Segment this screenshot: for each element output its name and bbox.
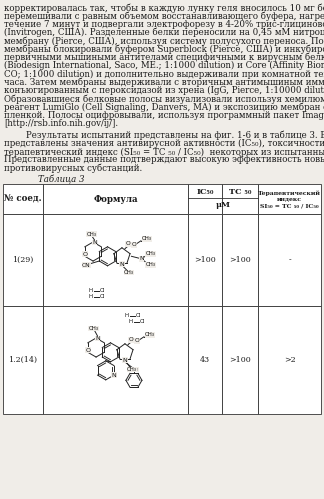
Text: CH₃: CH₃ xyxy=(145,262,156,267)
Text: (Biodesign International, Saco, ME.; 1:1000 dilution) и Core (Affinity Bioreagen: (Biodesign International, Saco, ME.; 1:1… xyxy=(4,61,324,70)
Text: Таблица 3: Таблица 3 xyxy=(38,175,85,184)
Text: течение 7 минут и подвергали электрофорезу в 4-20% трис-глициновом буфере: течение 7 минут и подвергали электрофоре… xyxy=(4,19,324,29)
Text: пленкой. Полосы оцифровывали, используя программный пакет ImageJ: пленкой. Полосы оцифровывали, используя … xyxy=(4,111,324,120)
Text: противовирусных субстанций.: противовирусных субстанций. xyxy=(4,164,142,173)
Text: корректировалась так, чтобы в каждую лунку геля вносилось 10 мг белка. Образцы: корректировалась так, чтобы в каждую лун… xyxy=(4,3,324,12)
Text: мембраны блокировали буфером Superblock (Pierce, США) и инкубировали с: мембраны блокировали буфером Superblock … xyxy=(4,44,324,54)
Bar xyxy=(188,184,222,214)
Text: Представленные данные подтверждают высокую эффективность новых: Представленные данные подтверждают высок… xyxy=(4,155,324,164)
Text: CH₃: CH₃ xyxy=(124,270,134,275)
Text: представлены значения антивирусной активности (IC₅₀), токсичности (TC₅₀) и: представлены значения антивирусной актив… xyxy=(4,139,324,148)
Text: >2: >2 xyxy=(284,356,295,364)
Bar xyxy=(3,214,43,306)
Text: часа. Затем мембраны выдерживали с вторичным антимышиным иммуноглобулином Г,: часа. Затем мембраны выдерживали с втори… xyxy=(4,78,324,87)
Text: Cl: Cl xyxy=(140,319,145,324)
Text: Терапевтический
индекс
SI₅₀ = TC ₅₀ / IC₅₀: Терапевтический индекс SI₅₀ = TC ₅₀ / IC… xyxy=(258,190,321,208)
Text: N: N xyxy=(139,256,144,261)
Text: >100: >100 xyxy=(194,256,216,264)
Text: N: N xyxy=(92,240,97,245)
Bar xyxy=(222,184,258,214)
Text: N: N xyxy=(95,336,100,341)
Text: H: H xyxy=(88,288,92,293)
Text: терапевтический индекс (SI₅₀ = TC ₅₀ / IC₅₀)  некоторых из испытанных субстанций: терапевтический индекс (SI₅₀ = TC ₅₀ / I… xyxy=(4,147,324,157)
Bar xyxy=(258,214,321,306)
Bar xyxy=(188,214,222,306)
Text: -: - xyxy=(288,256,291,264)
Text: N: N xyxy=(120,262,124,267)
Text: Cl: Cl xyxy=(99,294,105,299)
Bar xyxy=(222,306,258,414)
Bar xyxy=(258,306,321,414)
Text: H: H xyxy=(88,294,92,299)
Text: CH₃: CH₃ xyxy=(142,237,152,242)
Text: первичными мышиными антителами специфичными к вирусным белкам NS5A: первичными мышиными антителами специфичн… xyxy=(4,53,324,62)
Text: 43: 43 xyxy=(200,356,210,364)
Text: μM: μM xyxy=(215,201,230,209)
Text: CH₃: CH₃ xyxy=(87,232,97,237)
Bar xyxy=(3,184,43,214)
Text: O: O xyxy=(126,242,130,247)
Text: O: O xyxy=(132,243,136,248)
Text: CH₃: CH₃ xyxy=(127,367,137,372)
Text: [http://rsb.info.nih.gov/ij/].: [http://rsb.info.nih.gov/ij/]. xyxy=(4,119,118,128)
Bar xyxy=(3,306,43,414)
Text: O: O xyxy=(86,347,90,353)
Text: >100: >100 xyxy=(229,356,251,364)
Text: >100: >100 xyxy=(229,256,251,264)
Text: CO; 1:1000 dilution) и дополнительно выдерживали при комнатной температуре в теч: CO; 1:1000 dilution) и дополнительно выд… xyxy=(4,69,324,78)
Text: конъюгированным с пероксидазой из хрена (IgG, Pierce, 1:10000 dilution).: конъюгированным с пероксидазой из хрена … xyxy=(4,86,324,95)
Text: CH₃: CH₃ xyxy=(145,251,156,256)
Text: перемешивали с равным объемом восстанавливающего буфера, нагревали при 95°С в: перемешивали с равным объемом восстанавл… xyxy=(4,11,324,21)
Text: IC₅₀: IC₅₀ xyxy=(196,188,214,196)
Text: O: O xyxy=(129,337,133,342)
Text: CH₃: CH₃ xyxy=(88,326,98,331)
Text: CH₃: CH₃ xyxy=(145,332,155,337)
Text: Формула: Формула xyxy=(93,195,138,204)
Text: O: O xyxy=(134,338,139,343)
Text: реагент LumiGlo (Cell Signaling, Danvers, MA) и экспозицию мембран с рентгеновск: реагент LumiGlo (Cell Signaling, Danvers… xyxy=(4,103,324,112)
Text: O: O xyxy=(83,251,87,256)
Text: TC ₅₀: TC ₅₀ xyxy=(229,188,251,196)
Bar xyxy=(222,214,258,306)
Text: Cl: Cl xyxy=(136,313,141,318)
Bar xyxy=(43,214,188,306)
Text: Cl: Cl xyxy=(99,288,105,293)
Text: N: N xyxy=(122,358,127,363)
Text: (Invitrogen, США). Разделенные белки переносили на 0,45 мМ нитроцеллюлозную: (Invitrogen, США). Разделенные белки пер… xyxy=(4,28,324,37)
Text: H: H xyxy=(129,319,133,324)
Text: мембрану (Pierce, США), используя систему полусухого переноса. После переноса,: мембрану (Pierce, США), используя систем… xyxy=(4,36,324,46)
Text: № соед.: № соед. xyxy=(4,195,42,204)
Text: Результаты испытаний представлены на фиг. 1-6 и в таблице 3. В таблице 3: Результаты испытаний представлены на фиг… xyxy=(4,131,324,140)
Text: H: H xyxy=(125,313,129,318)
Text: CN: CN xyxy=(82,262,90,267)
Text: N: N xyxy=(111,373,116,378)
Text: SO₂: SO₂ xyxy=(129,367,139,372)
Bar xyxy=(258,184,321,214)
Text: Образовавшиеся белковые полосы визуализовали используя хемилюминесцентный: Образовавшиеся белковые полосы визуализо… xyxy=(4,94,324,104)
Bar xyxy=(43,184,188,214)
Text: 1(29): 1(29) xyxy=(12,256,34,264)
Bar xyxy=(43,306,188,414)
Bar xyxy=(188,306,222,414)
Text: 1.2(14): 1.2(14) xyxy=(8,356,38,364)
